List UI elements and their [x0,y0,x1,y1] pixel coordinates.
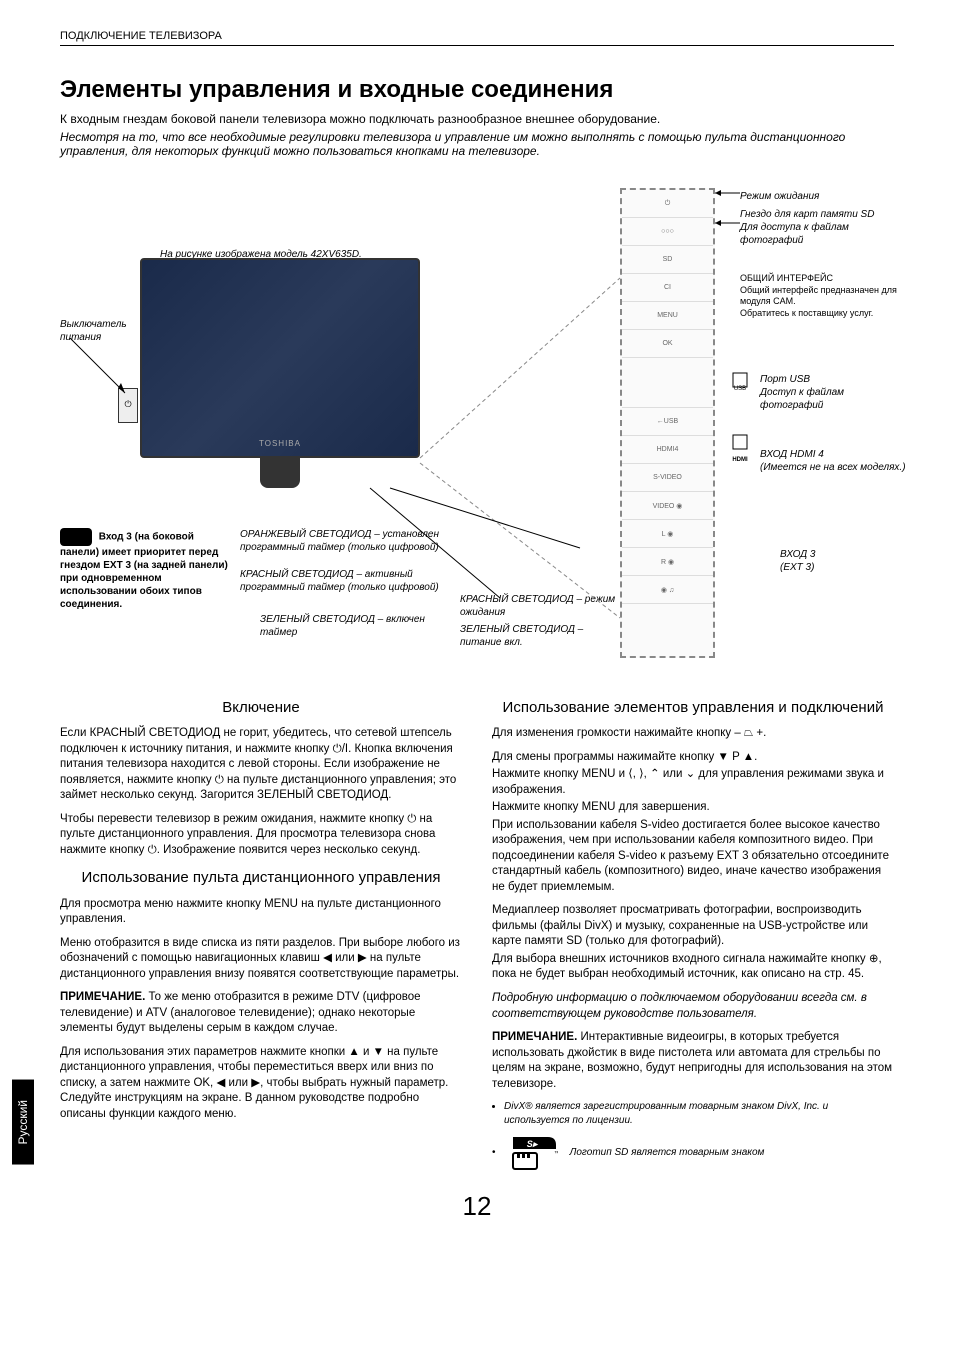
page-number: 12 [60,1191,894,1222]
port-controls: ○○○ [622,218,713,246]
port-video: VIDEO ◉ [622,492,713,520]
port-standby: ⏻ [622,190,713,218]
tv-brand-label: TOSHIBA [259,439,301,448]
trademark-bullets: DivX® является зарегистрированным товарн… [504,1100,894,1127]
input3-priority-note: Вход 3 (на боковой панели) имеет приорит… [60,528,230,611]
controls-p9: ПРИМЕЧАНИЕ. Интерактивные видеоигры, в к… [492,1030,894,1092]
power-p1: Если КРАСНЫЙ СВЕТОДИОД не горит, убедите… [60,726,462,804]
port-svideo: S-VIDEO [622,464,713,492]
ci-text: Общий интерфейс предназначен для модуля … [740,285,910,320]
controls-p7: Для выбора внешних источников входного с… [492,952,894,983]
bullet-divx: DivX® является зарегистрированным товарн… [504,1100,894,1127]
port-sd: SD [622,246,713,274]
svg-text:™: ™ [554,1150,558,1157]
remote-p4: Для использования этих параметров нажмит… [60,1045,462,1123]
page-header: ПОДКЛЮЧЕНИЕ ТЕЛЕВИЗОРА [60,30,894,46]
usb-icon: USB [725,368,755,393]
right-column: Использование элементов управления и под… [492,688,894,1171]
port-audio-r: R ◉ [622,548,713,576]
ci-title: ОБЩИЙ ИНТЕРФЕЙС [740,273,910,285]
content-columns: Включение Если КРАСНЫЙ СВЕТОДИОД не гори… [60,688,894,1171]
usb-label: Порт USB Доступ к файлам фотографий [760,373,910,412]
port-usb: ←USB [622,408,713,436]
intro-line-1: К входным гнездам боковой панели телевиз… [60,112,894,126]
controls-p6: Медиаплеер позволяет просматривать фотог… [492,903,894,950]
side-panel-ports: ⏻ ○○○ SD CI MENU OK ←USB HDMI4 S-VIDEO V… [620,188,715,658]
port-headphone: ◉ ♫ [622,576,713,604]
ci-block: ОБЩИЙ ИНТЕРФЕЙС Общий интерфейс предназн… [740,273,910,320]
intro-line-2: Несмотря на то, что все необходимые регу… [60,130,894,158]
header-section-label: ПОДКЛЮЧЕНИЕ ТЕЛЕВИЗОРА [60,30,222,42]
svg-text:S▸: S▸ [526,1139,538,1149]
arrow-standby [715,188,745,198]
controls-p2: Для смены программы нажимайте кнопку ▼ P… [492,750,894,766]
section-title-power: Включение [60,698,462,718]
remote-p3: ПРИМЕЧАНИЕ. То же меню отобразится в реж… [60,990,462,1037]
remote-p1: Для просмотра меню нажмите кнопку MENU н… [60,897,462,928]
hdmi-icon: HDMI [725,433,755,468]
section-title-remote: Использование пульта дистанционного упра… [60,868,462,888]
arrow-sd [715,218,745,228]
sd-slot-label: Гнездо для карт памяти SD Для доступа к … [740,208,910,247]
section-title-controls: Использование элементов управления и под… [492,698,894,718]
sd-logo-row: • S▸ ™ Логотип SD является товарным знак… [492,1135,894,1171]
controls-p5: При использовании кабеля S-video достига… [492,818,894,896]
port-audio-l: L ◉ [622,520,713,548]
left-column: Включение Если КРАСНЫЙ СВЕТОДИОД не гори… [60,688,462,1171]
svg-text:HDMI: HDMI [732,457,748,463]
ext3-label: ВХОД 3 (EXT 3) [780,548,900,574]
bullet-sd: Логотип SD является товарным знаком [570,1146,765,1160]
port-ci: CI [622,274,713,302]
port-menu: MENU [622,302,713,330]
standby-label: Режим ожидания [740,190,819,203]
page-title: Элементы управления и входные соединения [60,76,894,104]
remote-p2: Меню отобразится в виде списка из пяти р… [60,936,462,983]
tv-diagram: На рисунке изображена модель 42XV635D. T… [60,178,894,668]
controls-p1: Для изменения громкости нажимайте кнопку… [492,726,894,742]
power-arrow [60,338,140,398]
controls-p4: Нажмите кнопку MENU для завершения. [492,800,894,816]
power-p2: Чтобы перевести телевизор в режим ожидан… [60,812,462,859]
tv-stand [260,458,300,488]
hdmi4-label: ВХОД HDMI 4 (Имеется не на всех моделях.… [760,448,910,474]
sd-logo-icon: S▸ ™ [508,1135,558,1171]
svg-text:USB: USB [734,386,746,392]
port-spacer [622,358,713,408]
port-hdmi4: HDMI4 [622,436,713,464]
port-ok: OK [622,330,713,358]
input-icon [60,528,92,546]
language-tab: Русский [12,1080,34,1165]
controls-p3: Нажмите кнопку MENU и ⟨, ⟩, ⌃ или ⌄ для … [492,767,894,798]
dashed-connectors [330,268,630,628]
controls-p8: Подробную информацию о подключаемом обор… [492,991,894,1022]
